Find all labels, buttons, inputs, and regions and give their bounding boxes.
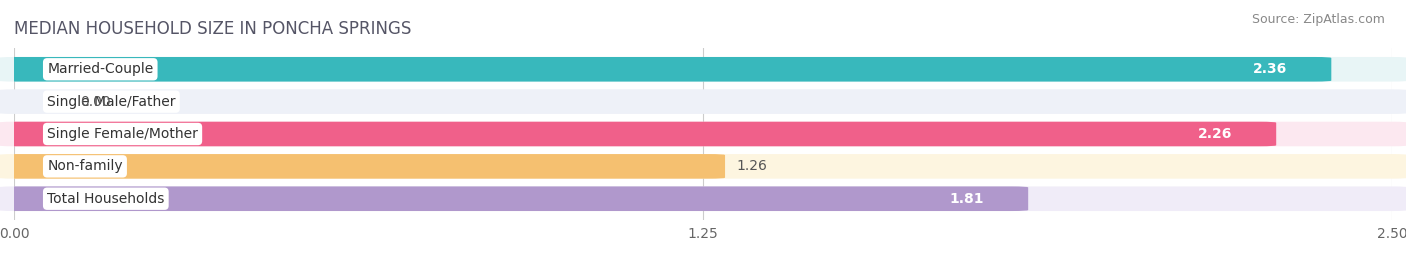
Text: Non-family: Non-family — [48, 159, 122, 173]
Text: Total Households: Total Households — [48, 192, 165, 206]
FancyBboxPatch shape — [0, 89, 1406, 114]
FancyBboxPatch shape — [0, 154, 725, 179]
Text: 1.26: 1.26 — [737, 159, 766, 173]
FancyBboxPatch shape — [0, 187, 1406, 211]
Text: MEDIAN HOUSEHOLD SIZE IN PONCHA SPRINGS: MEDIAN HOUSEHOLD SIZE IN PONCHA SPRINGS — [14, 20, 412, 38]
FancyBboxPatch shape — [0, 122, 1277, 146]
FancyBboxPatch shape — [0, 154, 1406, 179]
FancyBboxPatch shape — [0, 57, 1331, 81]
Text: 2.36: 2.36 — [1253, 62, 1288, 76]
Text: Source: ZipAtlas.com: Source: ZipAtlas.com — [1251, 13, 1385, 27]
Text: Single Male/Father: Single Male/Father — [48, 95, 176, 109]
Text: Married-Couple: Married-Couple — [48, 62, 153, 76]
FancyBboxPatch shape — [0, 122, 1406, 146]
Text: 2.26: 2.26 — [1198, 127, 1232, 141]
FancyBboxPatch shape — [0, 57, 1406, 81]
Text: 1.81: 1.81 — [949, 192, 984, 206]
FancyBboxPatch shape — [0, 187, 1028, 211]
Text: Single Female/Mother: Single Female/Mother — [48, 127, 198, 141]
Text: 0.00: 0.00 — [80, 95, 111, 109]
